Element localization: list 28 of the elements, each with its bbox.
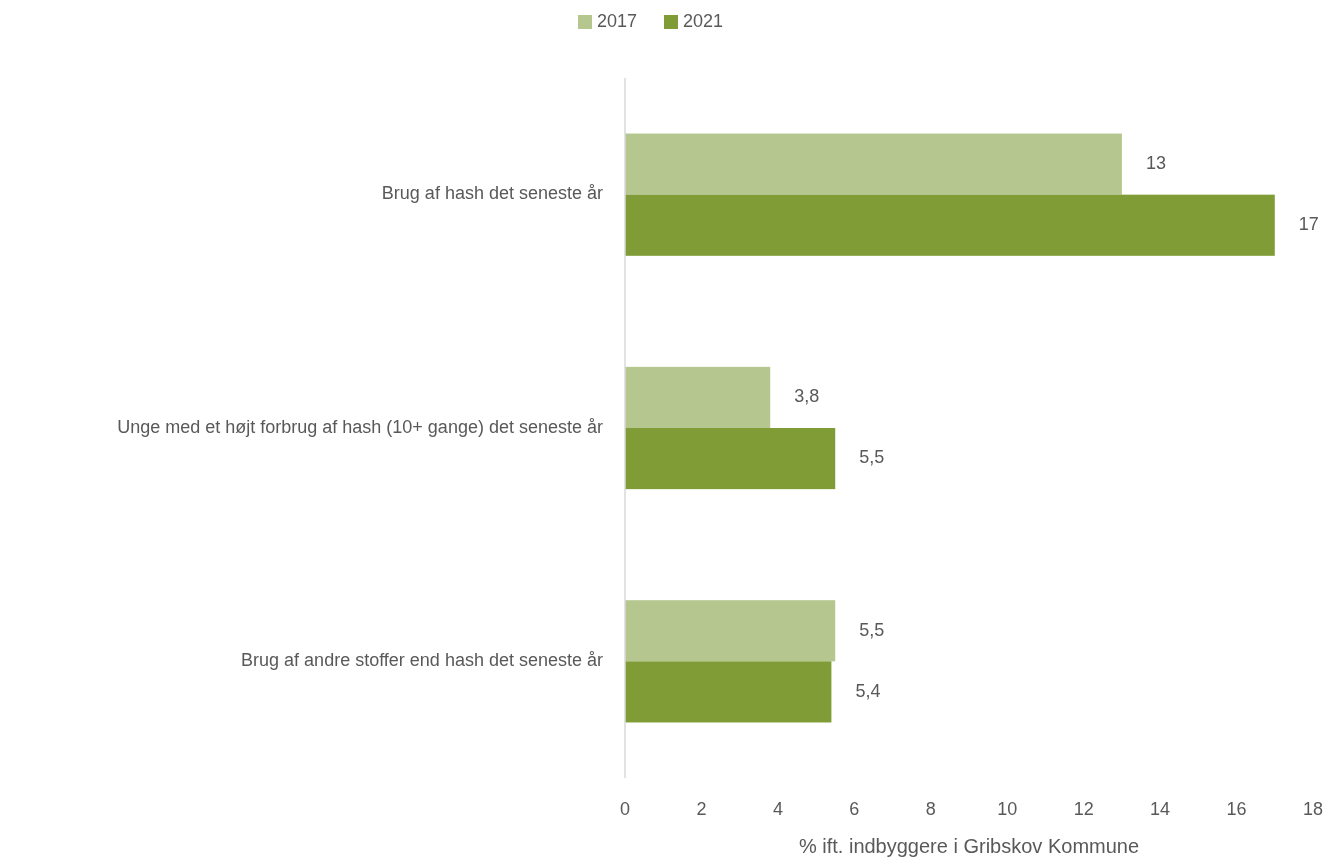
x-tick-label: 6 <box>849 798 860 819</box>
bar <box>625 366 771 428</box>
bar <box>625 194 1275 256</box>
x-tick-label: 0 <box>619 798 631 819</box>
bar <box>625 428 836 490</box>
bar <box>625 133 1122 195</box>
data-label: 5,4 <box>855 680 881 701</box>
x-axis-title: % ift. indbyggere i Gribskov Kommune <box>798 835 1140 858</box>
data-label: 3,8 <box>794 386 820 407</box>
bar <box>625 661 832 723</box>
x-tick-label: 10 <box>997 798 1018 819</box>
data-label: 5,5 <box>859 447 885 468</box>
data-label: 5,5 <box>859 619 885 640</box>
legend-label: 2021 <box>683 10 724 31</box>
y-tick-label: Unge med et højt forbrug af hash (10+ gange) det seneste år <box>117 416 603 437</box>
data-label: 13 <box>1145 152 1166 173</box>
x-tick-label: 18 <box>1302 798 1324 819</box>
x-tick-label: 14 <box>1150 798 1171 819</box>
x-tick-label: 2 <box>696 798 707 819</box>
bar <box>625 600 836 662</box>
legend-label: 2017 <box>597 10 638 31</box>
x-tick-label: 4 <box>772 798 783 819</box>
y-tick-label: Brug af hash det seneste år <box>381 183 603 204</box>
y-tick-label: Brug af andre stoffer end hash det seneste år <box>241 650 603 671</box>
x-tick-label: 16 <box>1226 798 1247 819</box>
x-tick-label: 12 <box>1073 798 1094 819</box>
data-label: 17 <box>1298 213 1319 234</box>
x-tick-label: 8 <box>925 798 936 819</box>
